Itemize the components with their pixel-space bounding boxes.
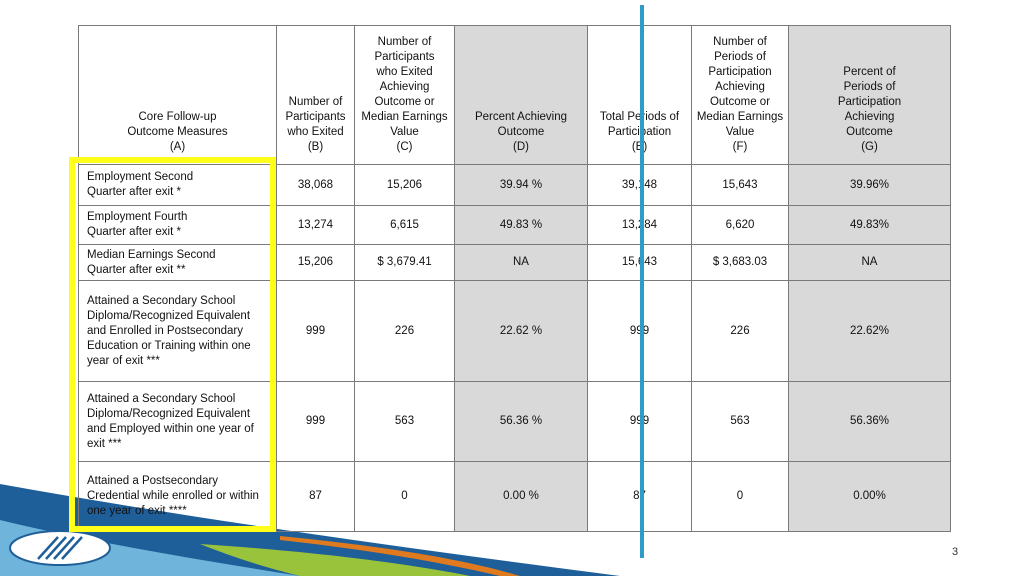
cell-f: 6,620: [691, 205, 789, 245]
cell-c: $ 3,679.41: [354, 244, 455, 281]
cell-b: 15,206: [276, 244, 355, 281]
cell-c: 563: [354, 381, 455, 462]
cell-g: 0.00%: [788, 461, 951, 532]
cell-d: 39.94 %: [454, 164, 588, 206]
cell-d: 49.83 %: [454, 205, 588, 245]
header-periods-achieving: Number of Periods of Participation Achievin…: [691, 25, 789, 165]
cell-b: 13,274: [276, 205, 355, 245]
measure-cell: Attained a Secondary School Diploma/Recog…: [78, 280, 277, 382]
measure-cell: Attained a Postsecondary Credential while…: [78, 461, 277, 532]
measure-cell: Employment Second Quarter after exit *: [78, 164, 277, 206]
header-core-follow-up-measures: Core Follow-up Outcome Measures (A): [78, 25, 277, 165]
vertical-divider-line: [640, 5, 644, 558]
cell-f: 15,643: [691, 164, 789, 206]
header-percent-achieving: Percent Achieving Outcome (D): [454, 25, 588, 165]
cell-f: 0: [691, 461, 789, 532]
cell-g: 56.36%: [788, 381, 951, 462]
table-row: Attained a Postsecondary Credential while…: [78, 461, 951, 532]
cell-d: 22.62 %: [454, 280, 588, 382]
agency-logo-icon: [9, 530, 111, 566]
measure-cell: Attained a Secondary School Diploma/Recog…: [78, 381, 277, 462]
cell-b: 87: [276, 461, 355, 532]
swoosh-green: [200, 544, 470, 576]
cell-g: 22.62%: [788, 280, 951, 382]
table-row: Employment Fourth Quarter after exit * 13…: [78, 205, 951, 245]
table-header-row: Core Follow-up Outcome Measures (A) Number…: [78, 25, 951, 165]
cell-c: 15,206: [354, 164, 455, 206]
cell-g: 39.96%: [788, 164, 951, 206]
table-row: Median Earnings Second Quarter after exit…: [78, 244, 951, 281]
cell-d: 0.00 %: [454, 461, 588, 532]
table-row: Attained a Secondary School Diploma/Recog…: [78, 280, 951, 382]
cell-g: 49.83%: [788, 205, 951, 245]
measure-cell: Employment Fourth Quarter after exit *: [78, 205, 277, 245]
cell-b: 38,068: [276, 164, 355, 206]
cell-c: 226: [354, 280, 455, 382]
table-row: Attained a Secondary School Diploma/Recog…: [78, 381, 951, 462]
header-percent-periods: Percent of Periods of Participation Achievi…: [788, 25, 951, 165]
header-participants-achieving: Number of Participants who Exited Achieving…: [354, 25, 455, 165]
cell-f: 563: [691, 381, 789, 462]
page-number: 3: [952, 546, 959, 558]
cell-b: 999: [276, 280, 355, 382]
outcome-measures-table: Core Follow-up Outcome Measures (A) Number…: [78, 25, 951, 532]
swoosh-orange: [280, 536, 520, 576]
cell-f: 226: [691, 280, 789, 382]
cell-d: 56.36 %: [454, 381, 588, 462]
cell-f: $ 3,683.03: [691, 244, 789, 281]
table-row: Employment Second Quarter after exit * 38…: [78, 164, 951, 206]
cell-d: NA: [454, 244, 588, 281]
cell-c: 6,615: [354, 205, 455, 245]
cell-c: 0: [354, 461, 455, 532]
cell-b: 999: [276, 381, 355, 462]
cell-e: 999: [587, 280, 692, 382]
cell-e: 87: [587, 461, 692, 532]
measure-cell: Median Earnings Second Quarter after exit…: [78, 244, 277, 281]
cell-g: NA: [788, 244, 951, 281]
header-participants-exited: Number of Participants who Exited (B): [276, 25, 355, 165]
